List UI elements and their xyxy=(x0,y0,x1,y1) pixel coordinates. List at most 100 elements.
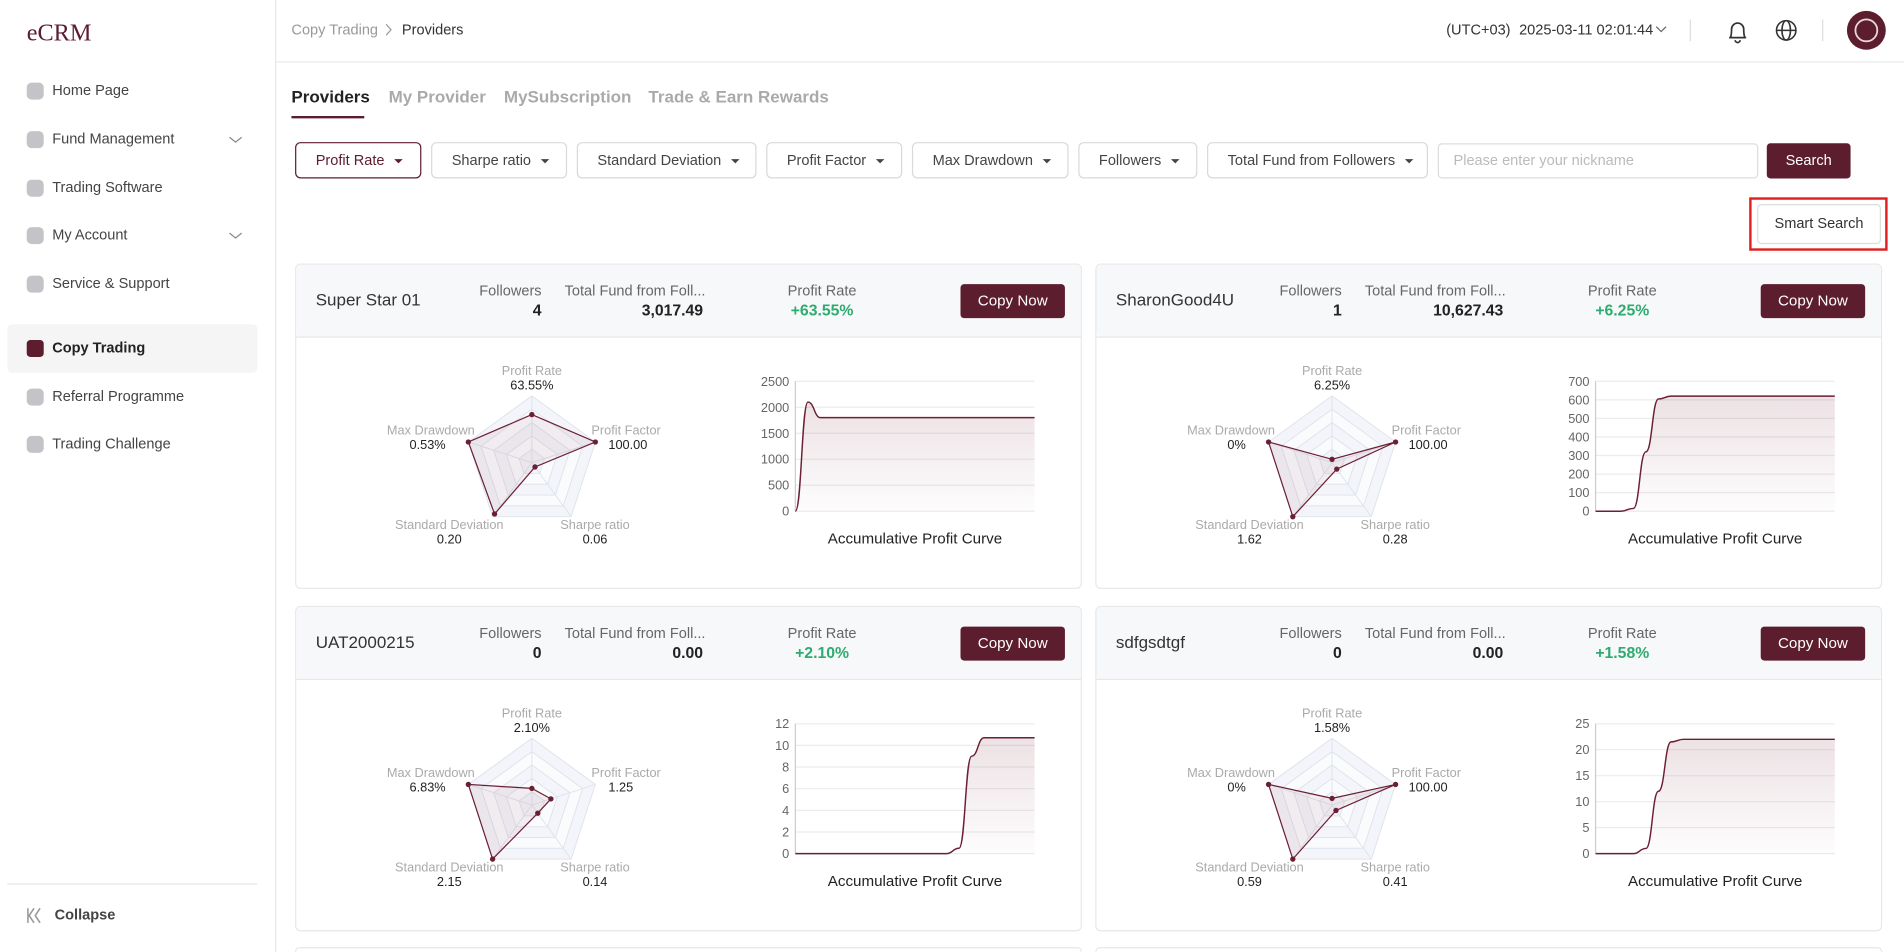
filter-dropdown[interactable] xyxy=(766,142,903,179)
filter-dropdown[interactable] xyxy=(576,142,757,179)
card-partial xyxy=(295,947,1082,952)
card-header xyxy=(1096,607,1881,679)
radar-axis-label: Max Drawdown xyxy=(387,422,475,437)
copy-now-button[interactable] xyxy=(960,626,1065,661)
radar-spoke xyxy=(1331,804,1372,860)
copy-now-button[interactable] xyxy=(1760,284,1866,319)
smart-search-button[interactable] xyxy=(1757,204,1881,245)
radar-axis-label: Max Drawdown xyxy=(1187,422,1275,437)
copy-now-button[interactable] xyxy=(1760,626,1866,661)
y-tick-label: 10 xyxy=(1575,794,1589,809)
tab[interactable]: My Provider xyxy=(389,88,487,107)
y-tick-label: 2 xyxy=(782,824,789,839)
filter-dropdown[interactable] xyxy=(295,142,422,179)
radar-value-label: 63.55% xyxy=(510,377,553,392)
profit-rate-value: +63.55% xyxy=(791,302,854,319)
menu-item[interactable]: Home Page xyxy=(52,83,129,99)
tab[interactable]: Providers xyxy=(291,88,369,107)
curve-title: Accumulative Profit Curve xyxy=(1628,873,1802,890)
menu-item[interactable]: My Account xyxy=(52,228,127,244)
filter-dropdown[interactable] xyxy=(431,142,568,179)
tab[interactable]: Trade & Earn Rewards xyxy=(648,88,828,107)
breadcrumb-current: Providers xyxy=(402,22,464,38)
radar-value-label: 0.59 xyxy=(1237,874,1262,889)
radar-area xyxy=(1267,783,1396,861)
radar-value-label: 1.25 xyxy=(608,779,633,794)
radar-axis-label: Sharpe ratio xyxy=(1360,860,1429,875)
avatar[interactable] xyxy=(1846,10,1886,50)
profit-rate-label: Profit Rate xyxy=(1588,626,1657,642)
total-fund-value: 10,627.43 xyxy=(1433,302,1503,319)
radar-axis-label: Standard Deviation xyxy=(1195,860,1303,875)
menu-item[interactable]: Fund Management xyxy=(52,132,174,148)
radar-value-label: 0.06 xyxy=(583,532,608,547)
profit-rate-value: +1.58% xyxy=(1595,645,1649,662)
input-placeholder: Please enter your nickname xyxy=(1454,153,1635,169)
smart-search-label: Smart Search xyxy=(1774,216,1863,232)
radar-value-label: 100.00 xyxy=(608,437,647,452)
nickname-input[interactable] xyxy=(1437,143,1759,179)
y-tick-label: 1500 xyxy=(761,426,789,441)
radar-value-label: 100.00 xyxy=(1409,779,1448,794)
radar-point xyxy=(529,411,535,418)
y-tick-label: 4 xyxy=(782,803,789,818)
filter-dropdown[interactable] xyxy=(1207,142,1428,179)
menu-item[interactable]: Referral Programme xyxy=(52,389,184,405)
tab[interactable]: MySubscription xyxy=(504,88,632,107)
followers-label: Followers xyxy=(479,283,541,299)
menu-item[interactable]: Trading Challenge xyxy=(52,436,170,452)
language-globe[interactable] xyxy=(1775,19,1797,41)
menu-item[interactable]: Copy Trading xyxy=(52,341,145,357)
profit-rate-value: +2.10% xyxy=(795,645,849,662)
filter-label: Followers xyxy=(1099,153,1161,169)
followers-value: 0 xyxy=(1333,645,1342,662)
provider-name: Super Star 01 xyxy=(316,290,421,309)
filter-label: Profit Rate xyxy=(316,153,385,169)
radar-spoke xyxy=(468,441,533,464)
curve-area xyxy=(1595,396,1835,512)
radar-point xyxy=(1329,456,1335,462)
radar-area xyxy=(1267,441,1396,518)
curve-area xyxy=(1595,739,1835,854)
radar-value-label: 2.15 xyxy=(437,874,462,889)
menu-item[interactable]: Trading Software xyxy=(52,180,162,196)
copy-now-button[interactable] xyxy=(960,284,1065,319)
radar-spoke xyxy=(1292,804,1333,860)
y-tick-label: 600 xyxy=(1568,392,1589,407)
y-tick-label: 15 xyxy=(1575,768,1589,783)
radar-value-label: 0% xyxy=(1227,437,1245,452)
radar-value-label: 1.58% xyxy=(1314,720,1350,735)
y-tick-label: 0 xyxy=(782,504,789,519)
menu-icon xyxy=(26,275,44,293)
provider-card: Super Star 01 Followers 4 Total Fund from F… xyxy=(295,263,1082,589)
dropdown-caret xyxy=(540,159,550,164)
radar-axis-label: Max Drawdown xyxy=(1187,765,1275,780)
copy-now-label: Copy Now xyxy=(1778,293,1848,310)
profit-rate-label: Profit Rate xyxy=(788,283,857,299)
radar-spoke xyxy=(1268,783,1333,806)
search-button[interactable] xyxy=(1766,143,1851,179)
radar-value-label: 2.10% xyxy=(514,720,550,735)
notification-bell[interactable] xyxy=(1729,22,1747,44)
copy-now-label: Copy Now xyxy=(978,293,1048,310)
curve-title: Accumulative Profit Curve xyxy=(828,873,1002,890)
dropdown-caret xyxy=(1170,159,1180,164)
radar-axis-label: Profit Rate xyxy=(1302,705,1362,720)
radar-value-label: 6.83% xyxy=(409,779,445,794)
y-tick-label: 2500 xyxy=(761,374,789,389)
breadcrumb-link[interactable]: Copy Trading xyxy=(291,22,378,38)
logo: eCRM xyxy=(27,19,92,46)
datetime[interactable]: 2025-03-11 02:01:44 xyxy=(1519,22,1653,38)
collapse[interactable]: Collapse xyxy=(55,908,116,924)
menu-item[interactable]: Service & Support xyxy=(52,276,169,292)
filter-dropdown[interactable] xyxy=(911,142,1069,179)
menu-active-bg xyxy=(7,324,258,373)
filter-dropdown[interactable] xyxy=(1078,142,1198,179)
timezone[interactable]: (UTC+03) xyxy=(1446,22,1510,38)
radar-point xyxy=(1334,466,1340,472)
radar-axis-label: Standard Deviation xyxy=(395,860,503,875)
filter-label: Sharpe ratio xyxy=(452,153,531,169)
y-tick-label: 5 xyxy=(1582,820,1589,835)
y-tick-label: 1000 xyxy=(761,452,789,467)
total-fund-label: Total Fund from Foll... xyxy=(1365,626,1506,642)
